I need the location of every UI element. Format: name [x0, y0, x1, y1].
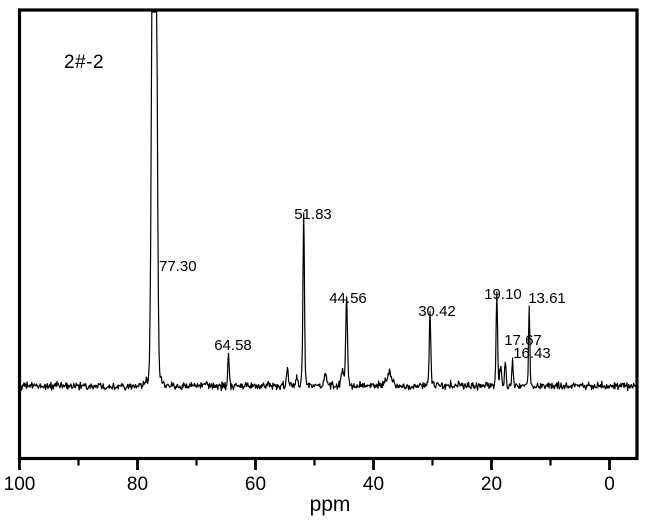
peak-label: 19.10: [484, 286, 522, 303]
x-tick-label: 80: [127, 474, 148, 495]
plot-frame: [17, 8, 639, 461]
peak-label: 64.58: [214, 337, 252, 354]
x-tick-label: 40: [363, 474, 384, 495]
peak-label: 77.30: [159, 258, 197, 275]
sample-label: 2#-2: [64, 52, 105, 73]
peak-label: 17.67: [504, 332, 542, 349]
peak-label: 16.43: [513, 345, 551, 362]
peak-label: 30.42: [418, 303, 456, 320]
peak-label: 13.61: [528, 290, 566, 307]
peak-label: 44.56: [329, 290, 367, 307]
x-tick-label: 20: [481, 474, 502, 495]
x-tick-label: 100: [4, 474, 36, 495]
peak-label: 51.83: [294, 206, 332, 223]
spectrum-trace: [20, 11, 636, 392]
x-tick-label: 60: [245, 474, 266, 495]
x-tick-label: 0: [604, 474, 615, 495]
x-axis-label: ppm: [309, 493, 351, 516]
